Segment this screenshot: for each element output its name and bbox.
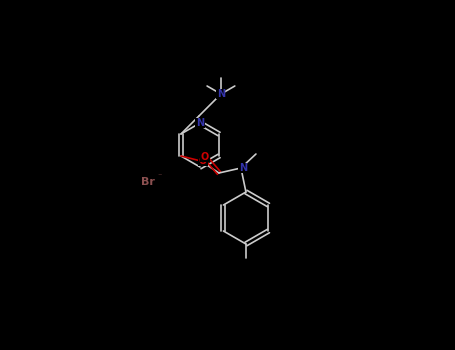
Text: Br: Br xyxy=(141,177,155,187)
Text: O: O xyxy=(201,152,209,162)
Text: O: O xyxy=(199,156,207,166)
Text: ⁻: ⁻ xyxy=(158,172,162,181)
Text: N: N xyxy=(239,163,247,173)
Text: N: N xyxy=(196,118,204,128)
Text: N: N xyxy=(217,89,225,99)
